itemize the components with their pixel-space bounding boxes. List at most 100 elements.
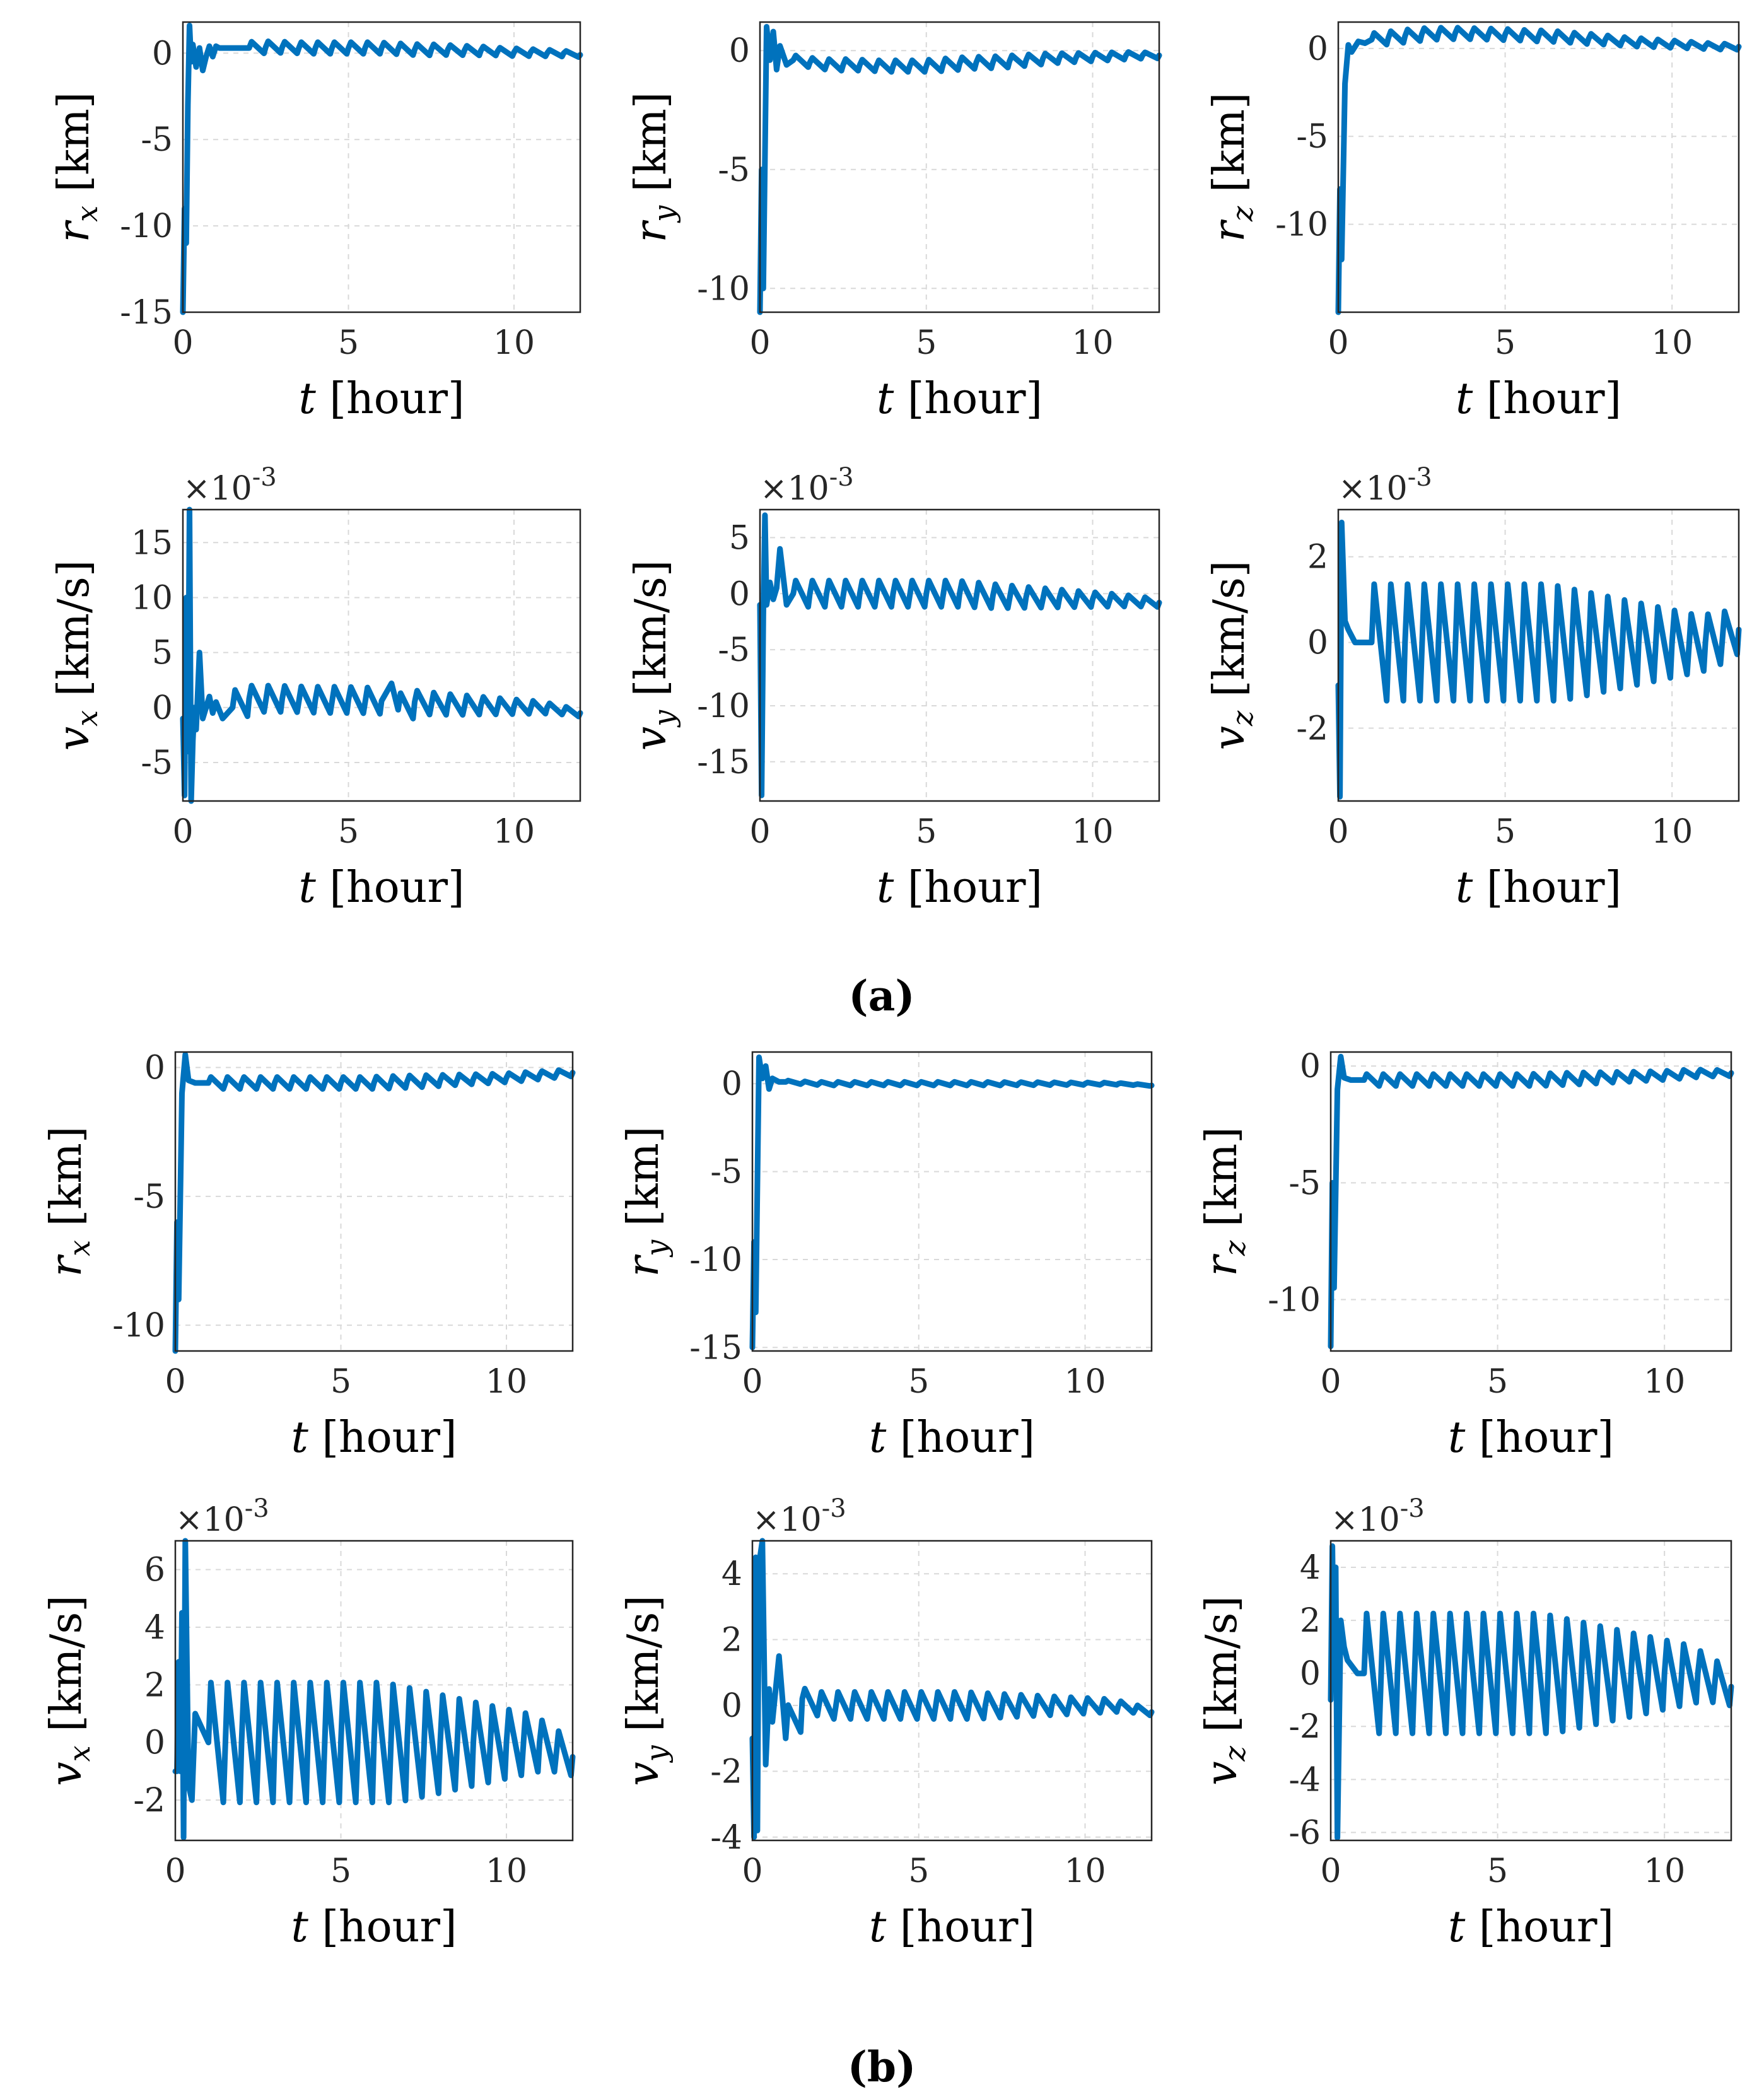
y-tick-label: -2 <box>1288 1708 1321 1746</box>
x-axis-label-unit: [hour] <box>316 863 465 913</box>
x-axis-label-symbol: t <box>298 374 316 424</box>
x-tick-label: 5 <box>330 1852 351 1890</box>
y-tick-label: 0 <box>729 32 750 70</box>
x-axis-label: t [hour] <box>869 1413 1035 1463</box>
series-line-v-x <box>172 1538 576 1840</box>
plot-frame <box>751 1051 1153 1352</box>
axis-multiplier: ×10-3 <box>1338 463 1432 508</box>
y-tick-label: 0 <box>1300 1655 1321 1693</box>
axis-multiplier: ×10-3 <box>760 463 854 508</box>
y-axis-label: rx [km] <box>49 92 104 243</box>
y-axis-label-unit: [km/s] <box>1205 561 1254 711</box>
x-tick-label: 10 <box>1651 813 1693 851</box>
y-axis-label-subscript: y <box>640 1239 674 1258</box>
x-tick-label: 10 <box>1644 1852 1685 1890</box>
y-tick-label: 15 <box>131 524 173 562</box>
y-tick-label: 6 <box>144 1552 165 1589</box>
y-axis-label-unit: [km/s] <box>49 560 99 710</box>
x-tick-label: 5 <box>908 1363 929 1401</box>
chart-b-vz: 0 5 10 4 2 0 -2 -4 -6 t [hour] vz [km/s] ×10-3 <box>1197 1494 1734 1952</box>
x-axis-label-unit: [hour] <box>1473 374 1621 424</box>
x-tick-label: 0 <box>172 324 193 362</box>
plot-frame <box>182 508 581 802</box>
y-axis-label-symbol: r <box>619 1254 669 1277</box>
y-tick-label: 4 <box>1300 1549 1321 1587</box>
x-axis-label-unit: [hour] <box>894 863 1043 913</box>
y-tick-label: 10 <box>131 579 173 617</box>
series-line-r-x <box>172 1051 576 1354</box>
y-axis-label-symbol: r <box>1197 1254 1247 1277</box>
figure-label-a: (a) <box>848 971 914 1020</box>
x-tick-label: 10 <box>493 324 535 362</box>
x-axis-label-symbol: t <box>1456 374 1473 424</box>
y-tick-label: -2 <box>133 1782 165 1820</box>
series-line-r-z <box>1328 1053 1734 1350</box>
x-tick-label: 10 <box>1651 324 1693 362</box>
y-axis-label-symbol: v <box>619 1762 669 1786</box>
chart-a-vx: 0 5 10 15 10 5 0 -5 t [hour] vx [km/s] ×10-3 <box>49 463 583 913</box>
series-line-r-y <box>757 24 1162 315</box>
x-axis-label-unit: [hour] <box>886 1413 1035 1463</box>
y-axis-label-unit: [km] <box>1205 92 1254 206</box>
y-tick-label: -4 <box>710 1819 742 1857</box>
x-tick-label: 0 <box>749 813 770 851</box>
y-axis-label-subscript: x <box>70 710 104 727</box>
y-tick-label: 0 <box>1307 30 1328 68</box>
axis-multiplier-base: ×10 <box>1331 1501 1400 1539</box>
y-tick-label: 2 <box>144 1666 165 1704</box>
y-tick-label: -15 <box>689 1329 742 1367</box>
y-axis-label-symbol: v <box>1205 726 1254 750</box>
chart-a-vy: 0 5 10 5 0 -5 -10 -15 t [hour] vy [km/s] ×10-3 <box>626 463 1162 913</box>
y-tick-label: 0 <box>144 1050 165 1087</box>
y-axis-label-unit: [km] <box>626 92 676 206</box>
y-axis-label: rx [km] <box>42 1126 96 1277</box>
x-axis-label: t [hour] <box>1448 1902 1614 1952</box>
y-axis-label-symbol: v <box>42 1762 91 1786</box>
y-axis-label-subscript: x <box>62 1745 96 1762</box>
x-tick-label: 0 <box>742 1363 762 1401</box>
x-tick-label: 5 <box>1487 1852 1508 1890</box>
chart-b-vy: 0 5 10 4 2 0 -2 -4 t [hour] vy [km/s] ×10-3 <box>619 1494 1155 1952</box>
x-tick-label: 0 <box>172 813 193 851</box>
x-axis-label-unit: [hour] <box>894 374 1043 424</box>
x-axis-label-unit: [hour] <box>886 1902 1035 1952</box>
x-tick-label: 0 <box>165 1852 185 1890</box>
axis-multiplier-base: ×10 <box>760 470 829 508</box>
x-axis-label-symbol: t <box>877 863 894 913</box>
plot-frame <box>1329 1051 1732 1352</box>
y-axis-label-subscript: z <box>1218 1240 1252 1256</box>
panels-container: 0 5 100-5-10-15t [hour]rx [km]0 5 100-5-10t … <box>42 21 1742 1952</box>
x-tick-label: 10 <box>1064 1852 1106 1890</box>
plot-frame <box>174 1540 574 1842</box>
y-axis-label-subscript: z <box>1218 1746 1252 1762</box>
y-axis-label-subscript: z <box>1225 206 1259 222</box>
y-tick-label: -10 <box>120 208 173 245</box>
x-tick-label: 10 <box>1064 1363 1106 1401</box>
x-axis-label-symbol: t <box>869 1902 887 1952</box>
axis-multiplier-base: ×10 <box>183 470 252 508</box>
x-axis-label-symbol: t <box>291 1413 308 1463</box>
y-tick-label: -2 <box>1296 710 1328 748</box>
y-axis-label-symbol: v <box>626 727 676 751</box>
x-axis-label-symbol: t <box>877 374 894 424</box>
plot-frame <box>1337 508 1740 802</box>
y-tick-label: 0 <box>152 689 173 727</box>
y-tick-label: -10 <box>697 270 750 308</box>
axis-multiplier-base: ×10 <box>752 1501 822 1539</box>
chart-a-vz: 0 5 10 2 0 -2 t [hour] vz [km/s] ×10-3 <box>1205 463 1742 913</box>
y-tick-label: -4 <box>1288 1761 1321 1799</box>
chart-a-rz: 0 5 10 0 -5 -10 t [hour] rz [km] <box>1205 21 1742 424</box>
y-tick-label: 2 <box>1300 1602 1321 1640</box>
x-axis-label-unit: [hour] <box>308 1902 457 1952</box>
chart-b-ry: 0 5 10 0 -5 -10 -15 t [hour] ry [km] <box>619 1051 1155 1463</box>
y-tick-label: -15 <box>697 744 750 781</box>
x-axis-label-unit: [hour] <box>1465 1902 1614 1952</box>
y-tick-label: -10 <box>1275 206 1328 244</box>
y-tick-label: -10 <box>697 687 750 725</box>
y-axis-label-subscript: y <box>647 205 681 223</box>
x-tick-label: 0 <box>1320 1852 1341 1890</box>
y-axis-label: ry [km] <box>619 1126 674 1277</box>
series-line-v-y <box>757 512 1162 798</box>
axis-multiplier: ×10-3 <box>752 1494 846 1539</box>
x-axis-label: t [hour] <box>877 374 1043 424</box>
